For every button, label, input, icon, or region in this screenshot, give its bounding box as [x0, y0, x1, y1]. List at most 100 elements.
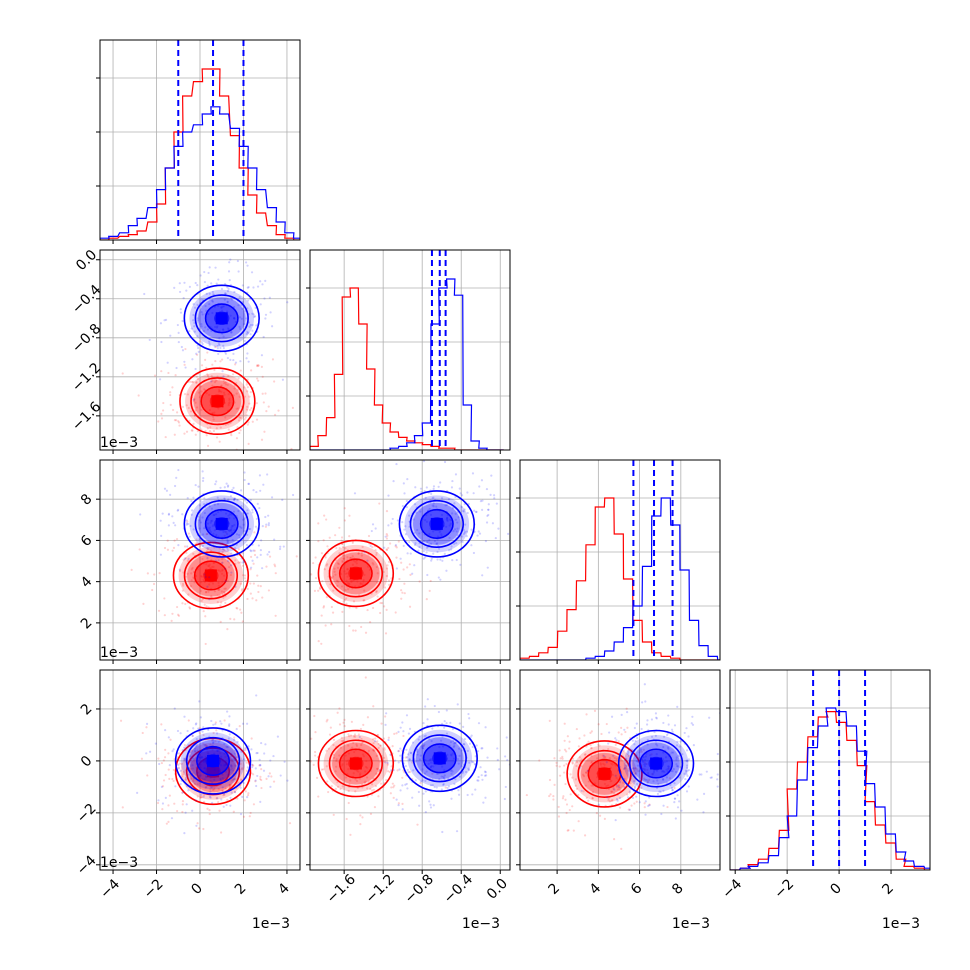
scatter-point: [342, 600, 345, 603]
scatter-point: [447, 498, 451, 501]
scatter-point: [636, 764, 640, 767]
histogram-blue: [310, 278, 504, 450]
scatter-point: [421, 745, 425, 748]
scatter-point: [345, 579, 348, 582]
scatter-point: [337, 580, 340, 583]
scatter-point: [408, 605, 412, 608]
scatter-point: [454, 741, 457, 744]
scatter-point: [240, 611, 243, 614]
scatter-point: [254, 767, 257, 770]
scatter-point: [708, 716, 711, 719]
scatter-point: [346, 581, 349, 585]
scatter-point: [589, 744, 592, 747]
scatter-point: [204, 429, 207, 433]
scatter-point: [300, 602, 302, 604]
scatter-point: [662, 745, 665, 749]
scatter-point: [204, 615, 207, 618]
panel-content: [520, 460, 720, 660]
scatter-point: [716, 773, 719, 776]
scatter-point: [477, 722, 481, 725]
scatter-point: [240, 557, 243, 560]
scatter-point: [412, 518, 415, 521]
scatter-point: [467, 712, 470, 716]
scatter-point: [262, 401, 265, 404]
scatter-point: [371, 789, 374, 792]
scatter-point: [336, 562, 339, 565]
scatter-point: [414, 760, 417, 763]
scatter-point: [344, 754, 347, 757]
scatter-point: [291, 406, 294, 409]
scatter-point: [474, 788, 477, 791]
scatter-point: [347, 588, 350, 591]
scatter-point: [451, 559, 454, 562]
scatter-point: [405, 505, 408, 509]
scatter-point: [221, 789, 224, 792]
scatter-point: [230, 571, 233, 574]
scatter-point: [512, 548, 514, 550]
scatter-point: [290, 578, 292, 580]
scatter-point: [245, 261, 248, 264]
scatter-point: [388, 770, 391, 774]
scatter-point: [249, 568, 252, 571]
scatter-point: [191, 734, 194, 737]
scatter-point: [662, 789, 665, 792]
scatter-point: [643, 765, 647, 768]
scatter-point: [229, 314, 232, 317]
scatter-point: [212, 532, 215, 535]
scatter-point: [246, 794, 250, 797]
scatter-point: [236, 499, 239, 502]
scatter-point: [379, 782, 383, 785]
scatter-point: [581, 773, 585, 776]
scatter-point: [655, 717, 658, 720]
scatter-point: [450, 548, 453, 551]
scatter-point: [256, 377, 259, 380]
scatter-point: [220, 306, 223, 309]
scatter-point: [372, 749, 375, 752]
scatter-point: [241, 588, 244, 591]
scatter-point: [355, 779, 359, 783]
scatter-point: [610, 715, 614, 718]
scatter-point: [702, 792, 706, 795]
scatter-point: [343, 598, 346, 602]
scatter-point: [451, 752, 454, 755]
scatter-point: [361, 583, 364, 586]
scatter-point: [245, 383, 248, 386]
scatter-point: [377, 746, 380, 749]
scatter-point: [652, 769, 656, 772]
scatter-point: [340, 740, 343, 743]
scatter-point: [617, 784, 620, 788]
scatter-point: [369, 544, 372, 548]
scatter-point: [214, 345, 217, 349]
scatter-point: [656, 744, 659, 747]
scatter-point: [181, 405, 185, 408]
scatter-point: [436, 542, 439, 545]
scatter-point: [198, 700, 201, 703]
scatter-point: [322, 606, 325, 609]
scatter-point: [210, 282, 213, 285]
contour-line: [422, 743, 457, 774]
scatter-point: [483, 774, 487, 777]
scatter-point: [622, 749, 625, 752]
scatter-point: [383, 605, 386, 608]
scatter-point: [460, 505, 463, 509]
scatter-point: [166, 539, 169, 542]
scatter-point: [251, 508, 254, 511]
scatter-point: [188, 535, 191, 538]
scatter-point: [670, 728, 674, 731]
scatter-point: [215, 797, 218, 800]
scatter-point: [179, 308, 182, 311]
scatter-point: [222, 375, 225, 378]
scatter-point: [200, 796, 203, 799]
scatter-point: [355, 562, 358, 565]
histogram-blue: [100, 106, 300, 240]
scatter-point: [245, 769, 249, 772]
x-tick-label: 4: [275, 880, 293, 898]
scatter-point: [197, 350, 200, 353]
scatter-point: [496, 747, 499, 750]
scatter-point: [437, 576, 440, 579]
scatter-point: [568, 747, 571, 750]
scatter-point: [246, 796, 249, 799]
scatter-point: [443, 726, 446, 729]
scatter-point: [675, 744, 679, 747]
scatter-point: [224, 292, 227, 295]
